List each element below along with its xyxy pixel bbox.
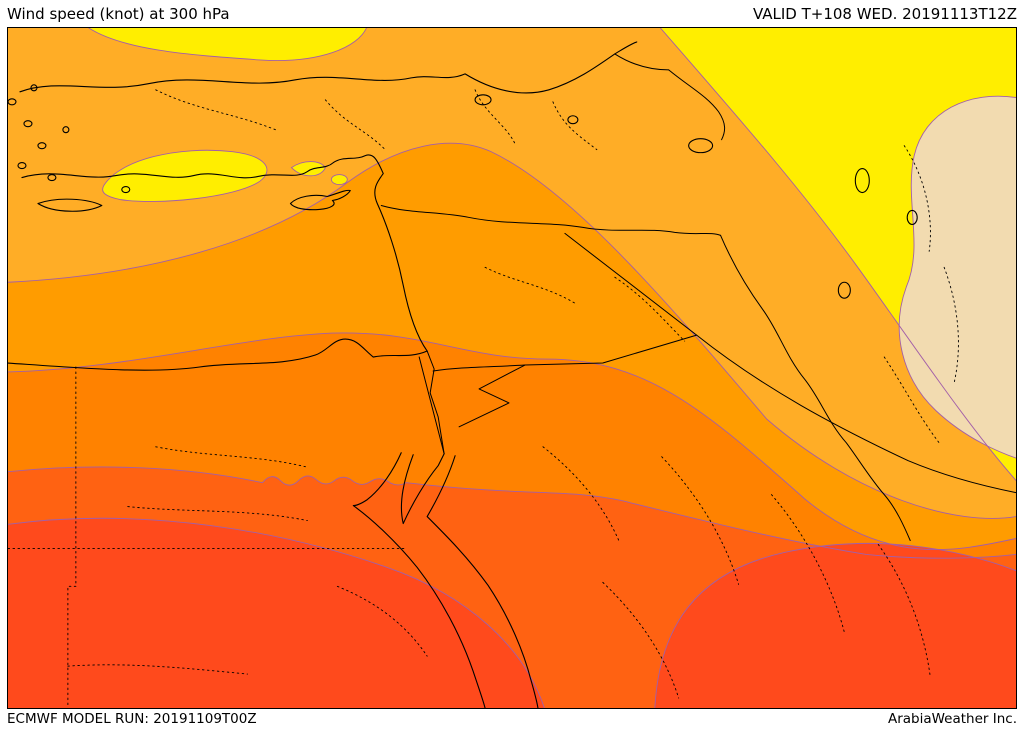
turkey-region-line-1 [155, 89, 276, 131]
band-red-left-region [8, 518, 545, 708]
israel-jordan-border [426, 350, 445, 455]
secondary-borders [8, 89, 959, 708]
saudi-region-line-1 [542, 446, 620, 541]
turkey-region-line-3 [474, 89, 516, 145]
weather-map [8, 28, 1016, 708]
lake-small [567, 115, 579, 125]
sudan-region-line-2 [67, 664, 248, 675]
iraq-iran-border [720, 234, 911, 541]
yellow-patch-small [291, 161, 326, 176]
model-run-label: ECMWF MODEL RUN: 20191109T00Z [7, 711, 257, 727]
sudan-region-line-1 [336, 585, 428, 657]
turkey-syria-border [380, 204, 722, 236]
band-red-right-region [654, 543, 1016, 708]
yellow-patch-top [89, 28, 367, 61]
coastlines [8, 41, 638, 708]
iran-region-line-2 [943, 266, 959, 384]
contour-yellow-patch-tiny [330, 174, 348, 185]
iran-region-line-3 [883, 356, 940, 444]
rhodes-island [121, 185, 131, 194]
jordan-syria-border [432, 364, 526, 372]
yellow-patch-main [102, 150, 267, 202]
lake-urmia [854, 168, 870, 194]
aegean-island [17, 162, 27, 170]
contour-red-left [8, 517, 545, 708]
map-frame [7, 27, 1017, 709]
turkey-caucasus-border [614, 53, 670, 71]
red-sea-west-coastline [352, 452, 486, 708]
header-bar: Wind speed (knot) at 300 hPa VALID T+108… [7, 0, 1017, 27]
lake-tuz [474, 94, 492, 106]
contour-red-right [654, 542, 1016, 708]
egypt-libya-border [67, 366, 77, 708]
aegean-island [37, 142, 47, 150]
aegean-island [8, 98, 17, 106]
cyprus-island [289, 189, 351, 211]
jordan-iraq-border [524, 334, 698, 366]
footer-bar: ECMWF MODEL RUN: 20191109T00Z ArabiaWeat… [7, 709, 1017, 729]
country-borders [380, 53, 1016, 541]
mediterranean-levant-coastline [8, 154, 428, 371]
lake-van [688, 138, 714, 154]
page-title: Wind speed (knot) at 300 hPa [7, 4, 230, 23]
sinai-peninsula-coastline [400, 453, 445, 525]
contour-orange [8, 142, 1016, 519]
israel-egypt-border [418, 356, 445, 455]
syria-iraq-border [564, 232, 698, 336]
turkey-region-line-4 [552, 101, 598, 151]
brand-label: ArabiaWeather Inc. [887, 711, 1017, 727]
valid-time-label: VALID T+108 WED. 20191113T12Z [752, 4, 1017, 23]
caucasus-border [668, 69, 726, 141]
saudi-region-line-2 [661, 456, 739, 585]
contour-yellow-patch-top [88, 28, 367, 61]
lake-small-3 [906, 209, 918, 225]
turkey-region-line-2 [324, 99, 386, 151]
contour-yellow-patch-main [102, 149, 268, 202]
iraq-region-line [614, 276, 686, 342]
color-bands [8, 28, 1016, 708]
black-sea-coastline [19, 41, 638, 94]
egypt-region-line-2 [127, 506, 308, 521]
iraq-saudi-border [696, 334, 1016, 494]
aegean-island [62, 126, 70, 134]
yellow-patch-tiny [331, 174, 348, 185]
aegean-island [23, 120, 33, 128]
iran-region-line-1 [903, 145, 931, 252]
jordan-saudi-border [458, 364, 526, 428]
egypt-region-line-1 [155, 446, 306, 468]
contour-beige [898, 95, 1016, 459]
red-sea-east-coastline [426, 455, 539, 708]
contour-deep-orange [8, 332, 1016, 551]
lakes [474, 94, 918, 299]
contour-yellow [659, 28, 1016, 482]
syria-region-line [484, 266, 576, 304]
aegean-island [47, 174, 57, 182]
contour-orange-red [8, 466, 1016, 559]
lake-small-2 [837, 281, 851, 299]
saudi-region-line-5 [602, 581, 680, 699]
saudi-region-line-3 [771, 494, 845, 633]
contour-yellow-patch-small [290, 161, 326, 177]
aegean-island [30, 84, 38, 92]
contour-lines [8, 28, 1016, 708]
crete-island [37, 198, 103, 212]
